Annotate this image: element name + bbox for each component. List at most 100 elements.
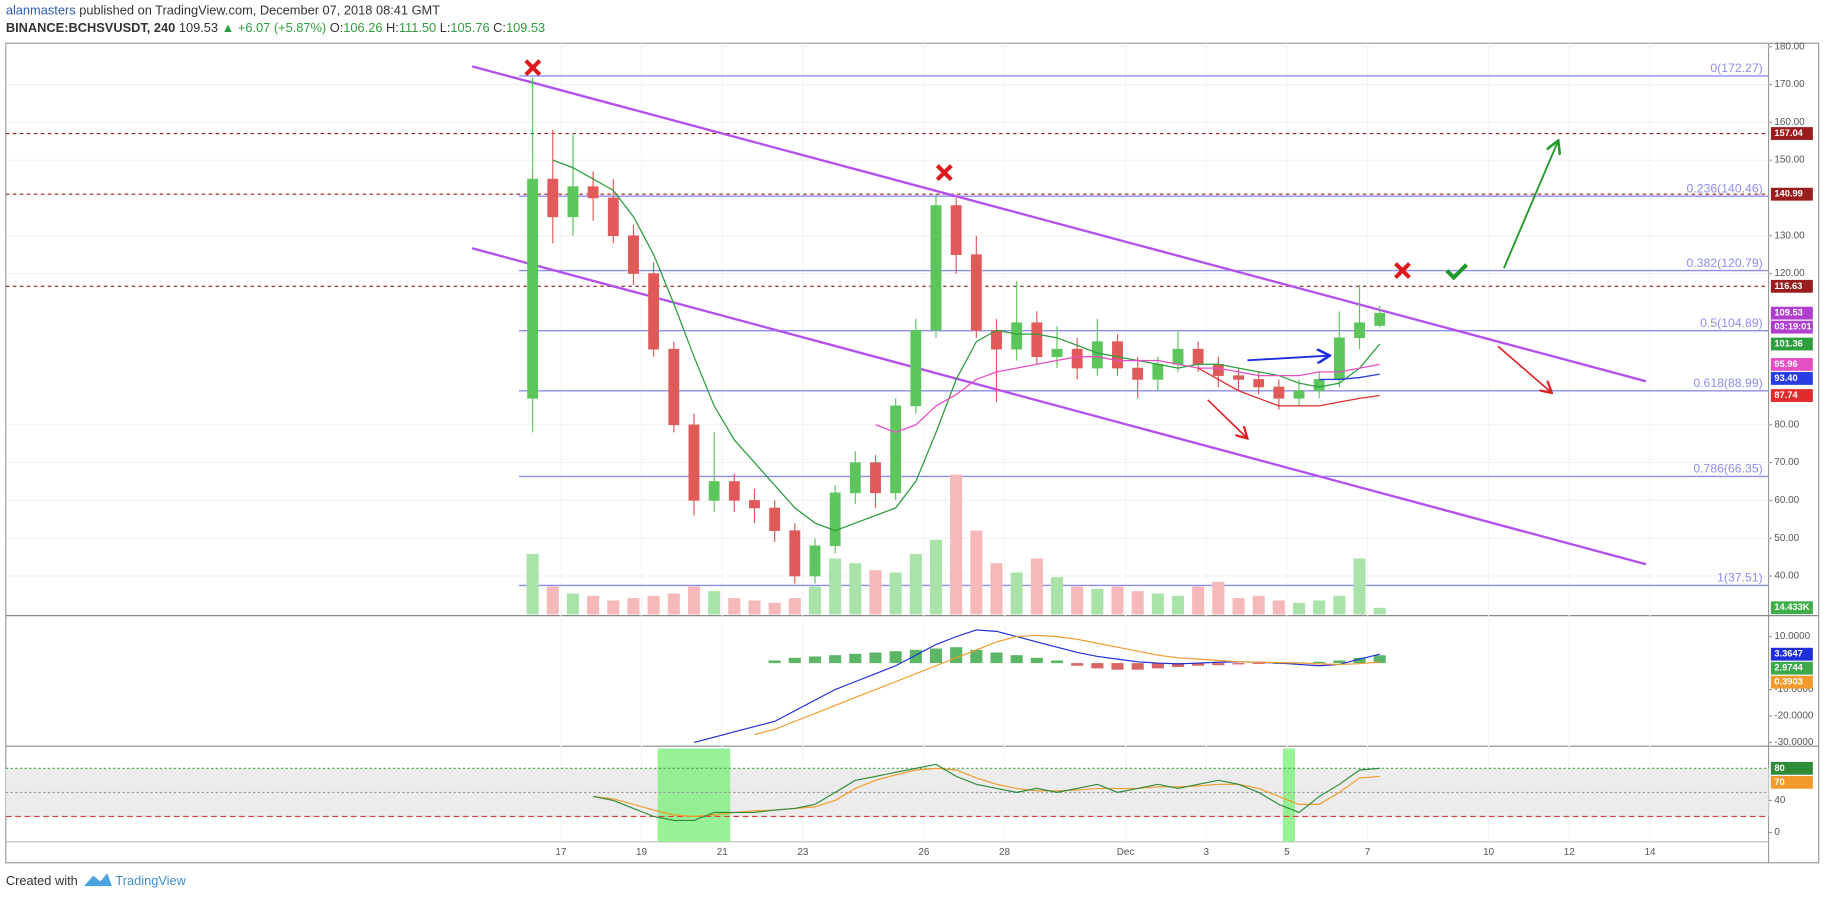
last: 109.53	[179, 21, 218, 36]
logo	[83, 873, 112, 887]
y-tick-label: 40	[1774, 795, 1786, 806]
value-label: 93.40	[1774, 373, 1797, 383]
value-box	[1770, 661, 1813, 675]
candle-body	[1152, 364, 1164, 380]
volume-bar	[1232, 598, 1245, 615]
open: 106.26	[343, 21, 382, 36]
candle-body	[749, 500, 760, 509]
volume-bar	[829, 558, 842, 615]
candle-body	[628, 235, 639, 274]
author[interactable]: alanmasters	[6, 3, 76, 18]
plot: 0(172.27) 0.236(140.46) 0.382(120.79) 0.5(1…	[5, 43, 1769, 842]
y-tick-label: 130.00	[1774, 230, 1805, 241]
y-tick-label: 150.00	[1774, 155, 1805, 166]
macd-histogram	[849, 653, 862, 664]
value-label: 0.3903	[1774, 677, 1802, 687]
macd-histogram	[990, 652, 1003, 664]
volume-bar	[970, 530, 983, 615]
x-tick-label: 26	[918, 847, 930, 858]
volume-bar	[909, 553, 922, 615]
x-tick-label: 3	[1203, 847, 1209, 858]
value-label: 116.63	[1774, 281, 1802, 291]
trendline	[471, 65, 1647, 383]
value-label: 140.99	[1774, 189, 1802, 199]
volume-bar	[950, 474, 963, 615]
macd-histogram	[1171, 663, 1185, 668]
c-label: C:	[493, 21, 506, 36]
candle-body	[910, 329, 922, 407]
value-box	[1770, 601, 1813, 615]
volume-bar	[566, 593, 580, 615]
change: ▲ +6.07 (+5.87%)	[222, 21, 327, 36]
footer-brand[interactable]: TradingView	[115, 873, 186, 888]
volume-bar	[1353, 558, 1366, 615]
macd-histogram	[889, 651, 902, 664]
volume-bar	[728, 598, 741, 615]
value-label: 87.74	[1774, 390, 1798, 400]
macd-histogram	[950, 647, 963, 664]
value-box	[1770, 306, 1813, 320]
candle-body	[1212, 364, 1224, 376]
candle-body	[1071, 348, 1083, 369]
arrow	[1207, 399, 1246, 437]
annotations	[524, 59, 1558, 438]
volume-bar	[1151, 593, 1164, 615]
candle-body	[849, 462, 861, 494]
volume-bar	[768, 602, 781, 615]
macd-histogram	[788, 657, 801, 664]
candle-body	[527, 178, 539, 399]
axis-labels: 180.00 170.00 160.00 150.00 130.00 120.00 80.0…	[555, 41, 1814, 858]
volume-bar	[849, 563, 862, 615]
volume-bar	[1131, 591, 1144, 615]
ma-line	[1197, 367, 1380, 407]
high: 111.50	[399, 21, 436, 36]
x-tick-label: 7	[1365, 847, 1371, 858]
macd-histogram	[869, 652, 882, 664]
value-box	[1770, 675, 1813, 689]
volume-bar	[1171, 595, 1185, 615]
volume-bar	[1192, 586, 1205, 615]
volume-bar	[869, 570, 882, 615]
volume-bar	[607, 600, 620, 615]
volume-bar	[1333, 595, 1346, 615]
candle-body	[1293, 390, 1305, 399]
value-label: 109.53	[1774, 308, 1802, 318]
candle-body	[789, 530, 801, 577]
candle-body	[809, 545, 821, 577]
y-tick-label: 120.00	[1774, 268, 1805, 279]
fib-label: 0.382(120.79)	[1687, 256, 1763, 270]
macd-histogram	[1030, 657, 1043, 664]
o-label: O:	[330, 21, 344, 36]
volume-bar	[1373, 607, 1386, 615]
symbol: BINANCE:BCHSVUSDT, 240	[6, 21, 175, 36]
close: 109.53	[506, 21, 545, 36]
candle-body	[688, 424, 700, 501]
volume-bar	[1252, 595, 1265, 615]
y-tick-label: 180.00	[1774, 41, 1805, 52]
volume-bar	[647, 595, 660, 615]
signal-line	[754, 634, 1380, 736]
candle-body	[1192, 348, 1204, 365]
candle-body	[547, 178, 559, 218]
candle-body	[1374, 312, 1386, 326]
candle-body	[1233, 375, 1244, 380]
y-tick-label: 40.00	[1774, 571, 1799, 582]
volume-bar	[587, 595, 600, 615]
volume-bar	[1111, 586, 1124, 615]
published: published on TradingView.com, December 0…	[79, 3, 440, 18]
arrow	[1247, 356, 1327, 361]
x-tick-label: 12	[1564, 847, 1575, 858]
candle-body	[1051, 348, 1063, 358]
candle-body	[1091, 341, 1103, 369]
x-tick-label: 21	[717, 847, 729, 858]
candle-body	[1112, 341, 1123, 369]
candle-body	[890, 405, 902, 494]
x-tick-label: 28	[999, 847, 1011, 858]
candle-body	[1253, 379, 1265, 388]
ma-line	[552, 159, 1381, 532]
footer-created: Created with	[6, 873, 78, 888]
volume-bar	[1010, 572, 1023, 615]
candle-body	[1031, 322, 1043, 358]
candle-body	[708, 481, 720, 501]
